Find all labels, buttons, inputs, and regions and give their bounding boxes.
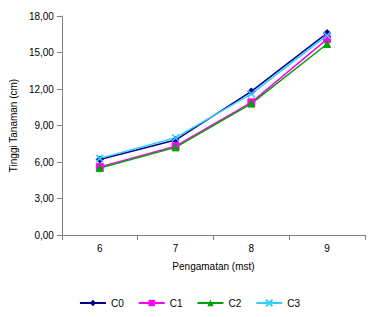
svg-text:C0: C0 bbox=[111, 298, 124, 309]
svg-text:6: 6 bbox=[97, 243, 103, 254]
svg-text:C1: C1 bbox=[170, 298, 183, 309]
svg-text:7: 7 bbox=[173, 243, 179, 254]
svg-text:0,00: 0,00 bbox=[34, 230, 54, 241]
svg-text:C3: C3 bbox=[287, 298, 300, 309]
svg-text:9: 9 bbox=[324, 243, 330, 254]
svg-text:6,00: 6,00 bbox=[34, 157, 54, 168]
svg-text:8: 8 bbox=[249, 243, 255, 254]
svg-text:15,00: 15,00 bbox=[29, 47, 54, 58]
svg-text:18,00: 18,00 bbox=[29, 11, 54, 22]
svg-text:9,00: 9,00 bbox=[34, 120, 54, 131]
svg-text:3,00: 3,00 bbox=[34, 193, 54, 204]
svg-text:Tinggi Tanaman (cm): Tinggi Tanaman (cm) bbox=[8, 79, 19, 172]
svg-text:C2: C2 bbox=[229, 298, 242, 309]
svg-text:12,00: 12,00 bbox=[29, 84, 54, 95]
svg-text:Pengamatan (mst): Pengamatan (mst) bbox=[172, 261, 254, 272]
